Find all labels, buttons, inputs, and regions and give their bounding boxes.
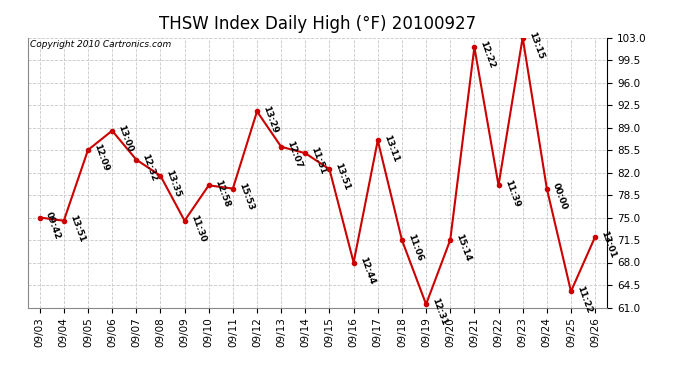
Text: 12:44: 12:44 (358, 255, 376, 285)
Text: 15:14: 15:14 (455, 233, 473, 263)
Text: 12:22: 12:22 (479, 40, 497, 70)
Text: 13:15: 13:15 (527, 30, 545, 60)
Text: 11:51: 11:51 (310, 146, 328, 176)
Text: 09:42: 09:42 (44, 210, 62, 240)
Text: 12:32: 12:32 (141, 152, 159, 182)
Text: 00:00: 00:00 (551, 182, 569, 211)
Text: 11:22: 11:22 (575, 284, 593, 314)
Text: 12:31: 12:31 (431, 297, 448, 327)
Text: 13:11: 13:11 (382, 133, 400, 163)
Text: THSW Index Daily High (°F) 20100927: THSW Index Daily High (°F) 20100927 (159, 15, 476, 33)
Text: 13:00: 13:00 (117, 123, 135, 153)
Text: 11:06: 11:06 (406, 233, 424, 262)
Text: Copyright 2010 Cartronics.com: Copyright 2010 Cartronics.com (30, 40, 172, 49)
Text: 13:51: 13:51 (334, 162, 352, 192)
Text: 15:53: 15:53 (237, 182, 255, 211)
Text: 11:30: 11:30 (189, 213, 207, 243)
Text: 13:29: 13:29 (262, 104, 279, 134)
Text: 12:58: 12:58 (213, 178, 231, 208)
Text: 11:39: 11:39 (503, 178, 521, 208)
Text: 12:09: 12:09 (92, 143, 110, 173)
Text: 13:35: 13:35 (165, 168, 183, 198)
Text: 12:07: 12:07 (286, 140, 304, 170)
Text: 13:01: 13:01 (600, 230, 618, 260)
Text: 13:51: 13:51 (68, 213, 86, 243)
